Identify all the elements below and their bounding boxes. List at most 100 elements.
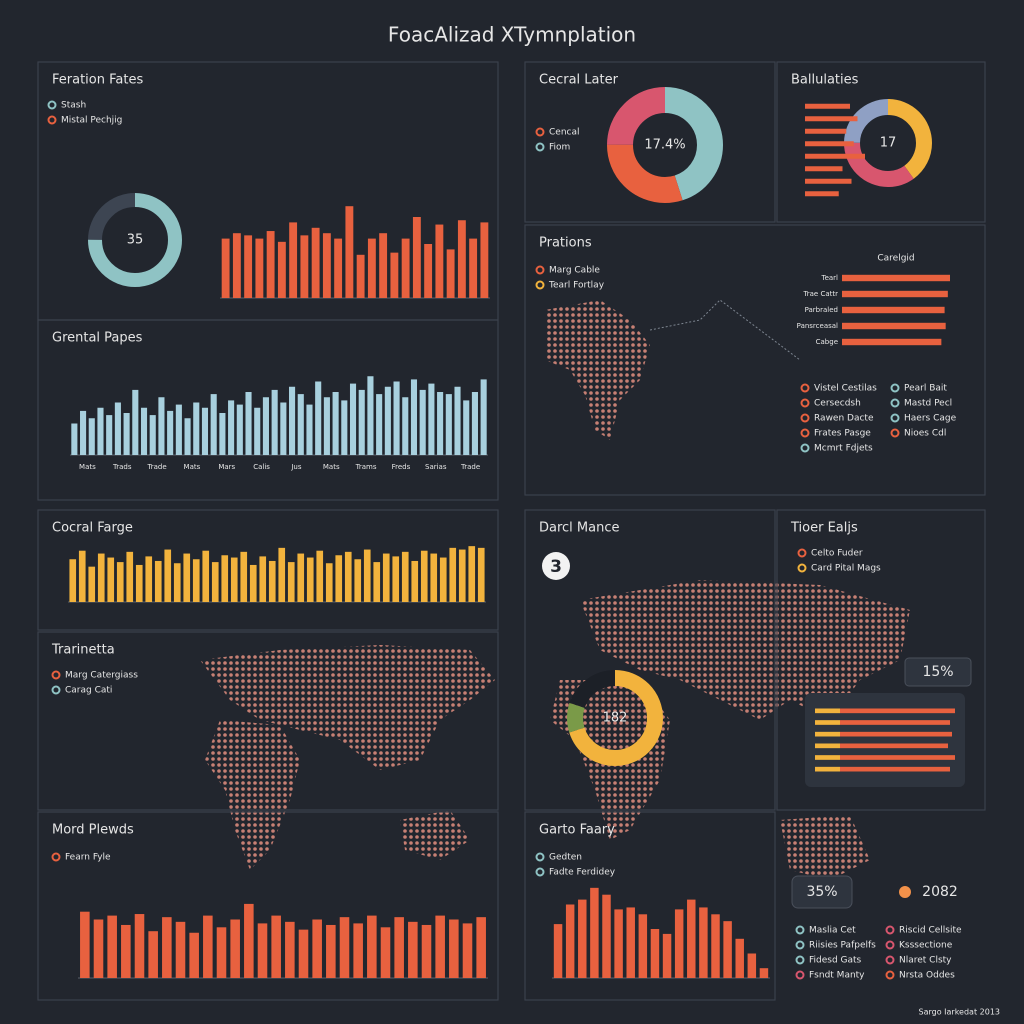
bar [402, 397, 409, 455]
x-label: Trams [355, 463, 377, 471]
legend-label: Riisies Pafpelfs [809, 941, 876, 951]
bar [285, 921, 295, 978]
donut-segment [567, 670, 663, 766]
donut-label: 35 [127, 233, 144, 248]
bar [230, 557, 238, 602]
stack-bar [840, 720, 950, 725]
legend-marker [797, 548, 807, 558]
bar [271, 915, 281, 978]
legend-label: Cencal [549, 128, 580, 138]
bar [249, 564, 257, 602]
legend-marker [47, 115, 57, 125]
bar [435, 224, 444, 298]
legend-label: Marg Catergiass [65, 671, 138, 681]
bar [126, 551, 134, 602]
map [200, 300, 910, 880]
stack-bar [815, 743, 840, 749]
bar [393, 381, 400, 455]
bar [367, 238, 376, 298]
bar [244, 903, 254, 978]
legend-label: Fiom [549, 143, 570, 153]
bar [216, 927, 227, 978]
bar [193, 402, 200, 455]
hbar [805, 191, 839, 197]
donut-segment [844, 99, 932, 187]
legend-marker [535, 142, 545, 152]
route-line [649, 299, 801, 361]
bar [553, 924, 563, 978]
stat-box [791, 875, 853, 909]
bar [255, 238, 264, 298]
footer: Sargo Iarkedat 2013 [919, 1008, 1000, 1017]
bar [93, 919, 104, 978]
bar [148, 931, 158, 978]
bar [107, 915, 117, 978]
legend-label: Gedten [549, 853, 582, 863]
bar [354, 559, 362, 602]
bar [363, 549, 371, 602]
legend-label: Carag Cati [65, 686, 112, 696]
panel [37, 631, 499, 811]
legend-label: Fidesd Gats [809, 956, 862, 966]
bar [316, 550, 324, 602]
bar [183, 553, 191, 602]
legend-label: Riscid Cellsite [899, 926, 962, 936]
badge-text: 3 [550, 557, 562, 577]
bar [80, 410, 87, 455]
panel [37, 811, 499, 1001]
bar [149, 415, 156, 455]
bar [244, 235, 253, 298]
bar [259, 556, 267, 602]
hbar-label: Pansrceasal [797, 322, 838, 330]
bar [382, 553, 390, 602]
bar [334, 238, 343, 298]
bar [390, 252, 399, 298]
legend-marker [885, 955, 895, 965]
bar [469, 238, 478, 298]
legend-label: Fadte Ferdidey [549, 868, 616, 878]
hbar [805, 153, 865, 159]
bar [339, 917, 350, 978]
bar [711, 914, 720, 978]
bar [420, 550, 428, 602]
bar [297, 394, 304, 455]
legend-label: Maslia Cet [809, 926, 856, 936]
bar [376, 394, 383, 455]
bar [401, 551, 409, 602]
hbar [805, 128, 847, 134]
hbar [805, 103, 850, 109]
bar [367, 376, 374, 455]
bar [106, 415, 113, 455]
panel-title: Cecral Later [539, 73, 619, 88]
bar [419, 389, 426, 455]
bar [446, 249, 455, 298]
bar [266, 231, 275, 298]
bar [326, 924, 336, 978]
bar [367, 915, 377, 978]
legend-marker [47, 100, 57, 110]
bar [435, 915, 445, 978]
hbar [842, 306, 945, 314]
x-label: Mats [79, 463, 96, 471]
legend-marker [535, 265, 545, 275]
legend-label: Stash [61, 101, 86, 111]
stat: 2082 [922, 884, 958, 900]
donut-segment [567, 670, 663, 766]
legend-label: Frates Pasge [814, 429, 871, 439]
bar [476, 917, 486, 978]
legend-marker [890, 398, 900, 408]
bar [430, 553, 438, 602]
legend-label: Mistal Pechjig [61, 116, 122, 126]
stat: 35% [806, 884, 837, 900]
bar [164, 549, 172, 602]
bar [344, 551, 352, 602]
bar [245, 392, 252, 455]
bar [578, 899, 587, 978]
bar [408, 921, 418, 978]
bar [254, 407, 261, 455]
hbar [805, 166, 843, 172]
bar [687, 899, 696, 978]
bar [323, 397, 330, 455]
bar [411, 560, 419, 602]
